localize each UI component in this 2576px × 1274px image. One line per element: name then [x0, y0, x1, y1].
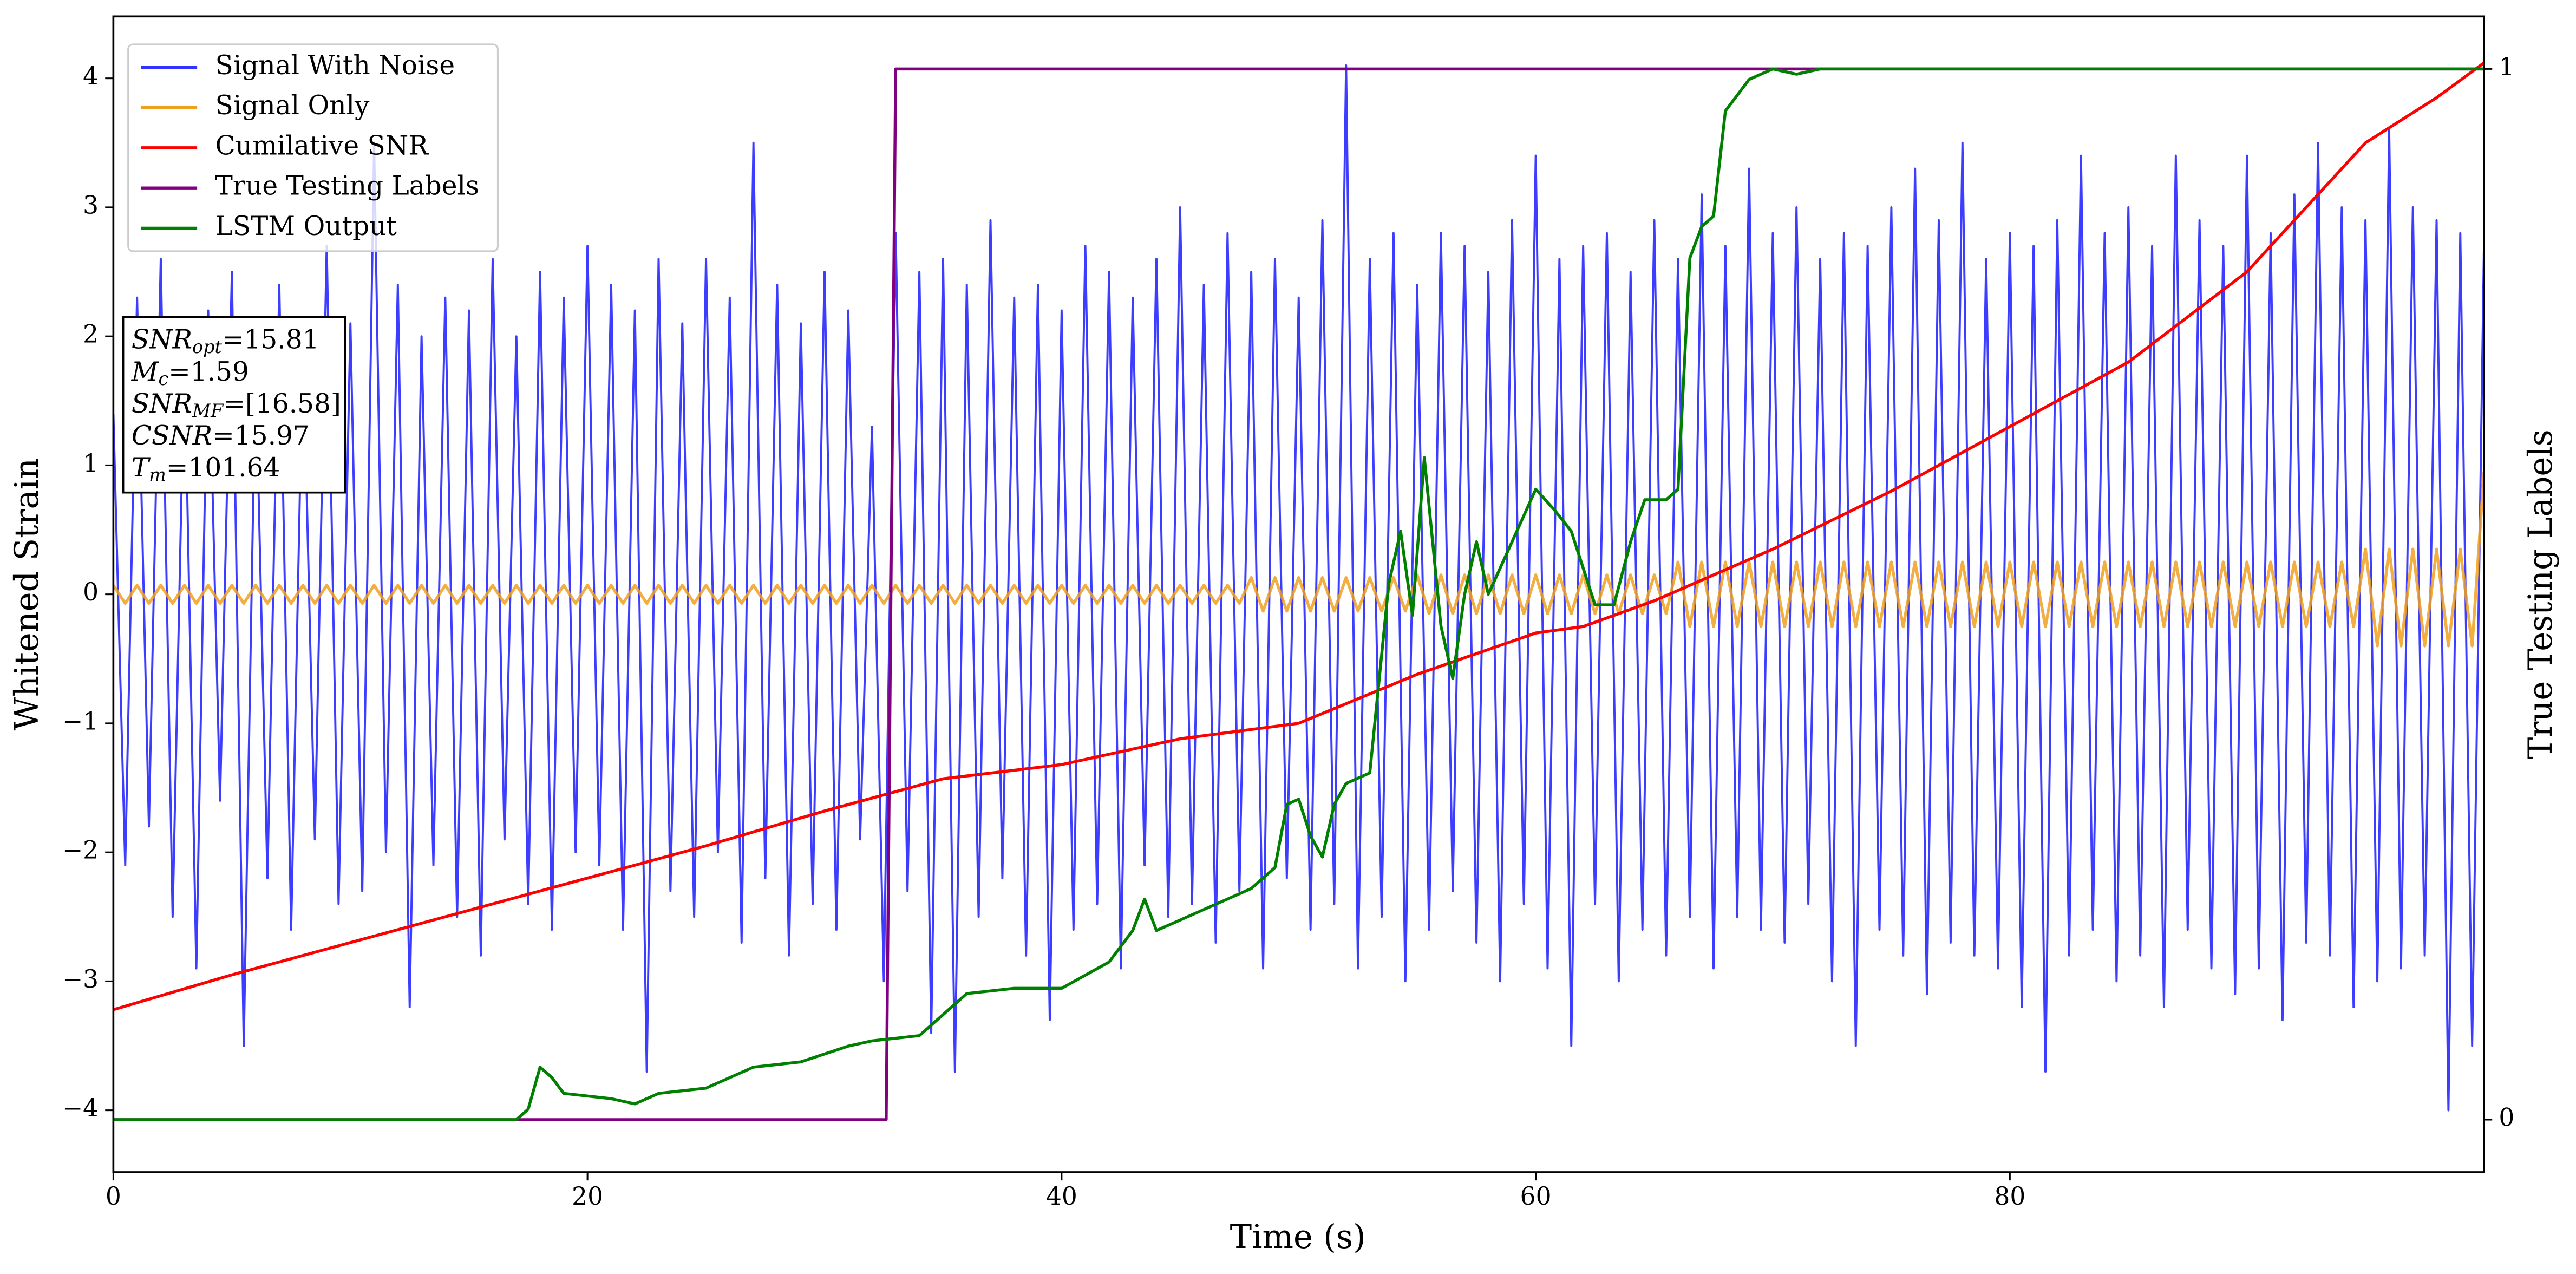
y-tick-label: −2 [62, 836, 99, 865]
annotation-value: =15.97 [212, 421, 310, 451]
y-tick-label: 4 [83, 62, 99, 90]
annotation-symbol: T [132, 453, 151, 483]
annotation-subscript: MF [192, 400, 224, 421]
annotation-line: Tm=101.64 [132, 453, 280, 486]
y2-tick-label: 0 [2499, 1103, 2514, 1132]
annotation-frame [122, 316, 346, 494]
annotation-symbol: SNR [132, 324, 192, 355]
annotation-symbol: CSNR [132, 421, 212, 451]
annotation-box: SNRopt=15.81Mc=1.59SNRMF=[16.58]CSNR=15.… [122, 316, 346, 494]
annotation-value: =[16.58] [223, 388, 341, 419]
x-tick-label: 20 [572, 1182, 603, 1211]
legend-label: Cumilative SNR [215, 130, 429, 161]
annotation-value: =101.64 [166, 453, 280, 483]
x-tick-label: 0 [106, 1182, 121, 1211]
y-tick-label: −1 [62, 707, 99, 735]
y-tick-label: 2 [83, 320, 99, 349]
x-axis-title: Time (s) [1230, 1218, 1366, 1256]
series-line [113, 67, 2485, 1121]
y-tick-label: 0 [83, 578, 99, 606]
x-tick-label: 80 [1994, 1182, 2025, 1211]
legend-label: LSTM Output [215, 211, 397, 241]
legend-frame [127, 43, 499, 252]
series-line [113, 64, 2485, 1112]
annotation-line: CSNR=15.97 [132, 421, 310, 451]
y-tick-label: −4 [62, 1094, 99, 1122]
y-axis-title: Whitened Strain [8, 458, 46, 731]
legend: Signal With Noise Signal Only Cumilative S… [127, 43, 499, 252]
y-tick-label: 1 [83, 449, 99, 478]
annotation-line: Mc=1.59 [131, 356, 249, 389]
series-line [113, 61, 2485, 1011]
legend-label: True Testing Labels [215, 171, 479, 201]
x-tick-label: 60 [1520, 1182, 1552, 1211]
series-line [113, 472, 2485, 648]
legend-label: Signal Only [215, 90, 370, 121]
annotation-symbol: M [131, 356, 159, 387]
annotation-subscript: c [158, 368, 168, 389]
annotation-line: SNRMF=[16.58] [132, 388, 341, 421]
y2-tick-label: 1 [2499, 53, 2514, 81]
y-tick-label: 3 [83, 191, 99, 219]
legend-label: Signal With Noise [215, 50, 455, 81]
annotation-subscript: m [149, 464, 166, 485]
annotation-subscript: opt [192, 336, 222, 357]
y-tick-label: −3 [62, 965, 99, 994]
annotation-symbol: SNR [132, 388, 192, 419]
plot-area [113, 61, 2485, 1121]
annotation-value: =15.81 [222, 324, 319, 355]
annotation-line: SNRopt=15.81 [132, 324, 319, 357]
x-tick-label: 40 [1046, 1182, 1077, 1211]
y2-axis-title: True Testing Labels [2522, 429, 2560, 759]
annotation-value: =1.59 [168, 356, 249, 387]
